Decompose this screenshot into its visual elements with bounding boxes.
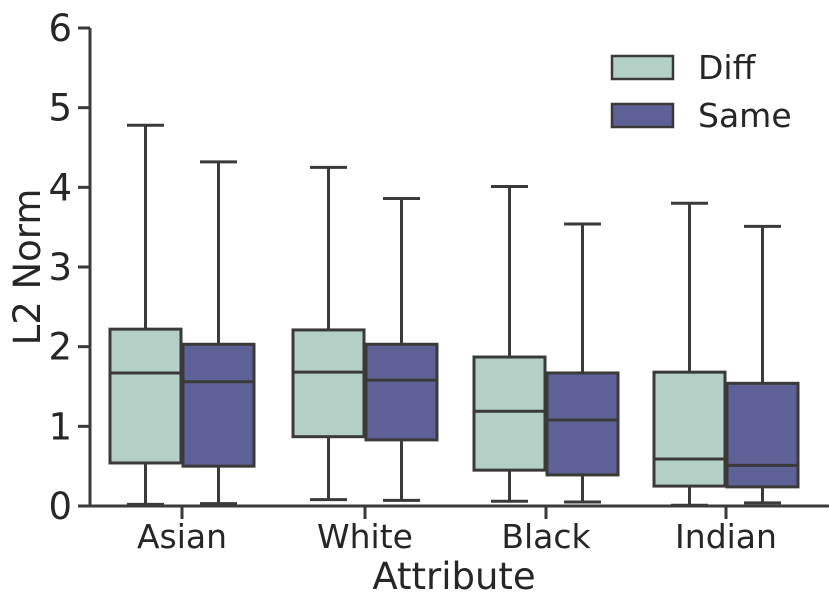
y-tick-label-0: 0	[48, 485, 72, 528]
y-tick-label-1: 1	[48, 405, 72, 448]
box-asian-same	[181, 342, 256, 468]
x-tick-label-black: Black	[501, 517, 591, 556]
x-axis-label: Attribute	[372, 555, 535, 598]
x-tick-label-indian: Indian	[675, 517, 777, 556]
x-tick-label-white: White	[317, 517, 413, 556]
legend-label-same: Same	[698, 96, 792, 135]
box-black-diff	[472, 355, 547, 472]
legend-label-diff: Diff	[698, 48, 757, 87]
box-black-same	[545, 371, 620, 477]
x-tick-label-asian: Asian	[137, 517, 227, 556]
legend-swatch-same	[610, 102, 675, 129]
box-white-same	[364, 342, 439, 442]
y-axis-label: L2 Norm	[6, 189, 49, 346]
y-tick-label-4: 4	[48, 166, 72, 209]
box-indian-diff	[652, 370, 727, 488]
legend-swatch-diff	[610, 54, 675, 81]
y-tick-label-3: 3	[48, 246, 72, 289]
box-asian-diff	[108, 327, 183, 465]
box-white-diff	[291, 328, 366, 439]
y-tick-label-6: 6	[48, 7, 72, 50]
box-indian-same	[725, 381, 800, 489]
y-tick-label-5: 5	[48, 87, 72, 130]
y-tick-label-2: 2	[48, 326, 72, 369]
